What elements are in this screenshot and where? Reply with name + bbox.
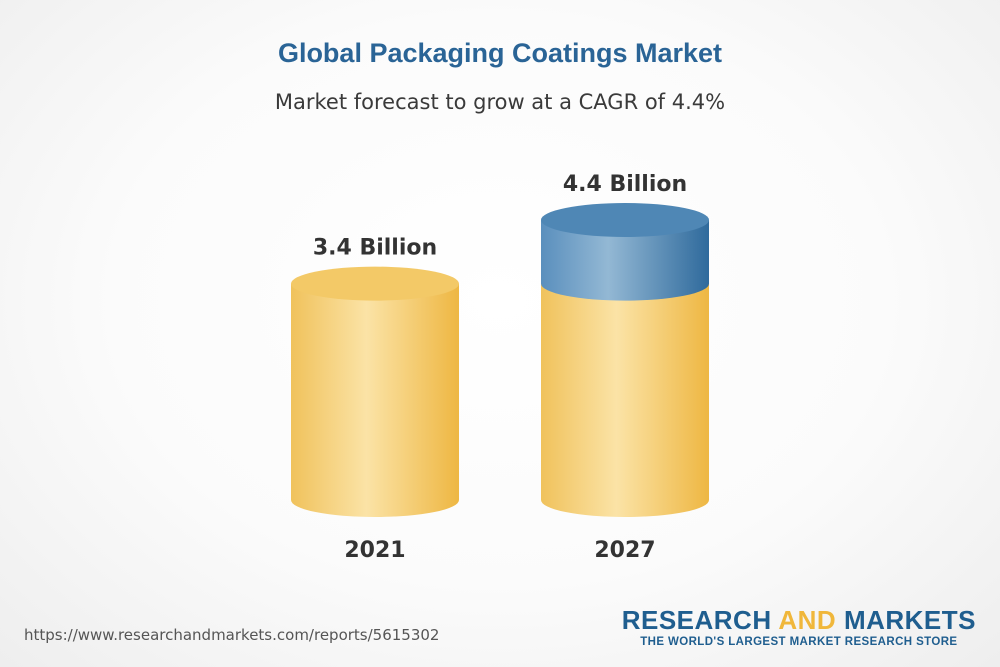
source-url[interactable]: https://www.researchandmarkets.com/repor… bbox=[24, 626, 440, 644]
chart-title: Global Packaging Coatings Market bbox=[277, 38, 723, 68]
category-label-2027: 2027 bbox=[594, 538, 655, 563]
brand-tagline: THE WORLD'S LARGEST MARKET RESEARCH STOR… bbox=[640, 636, 958, 648]
value-label-2027: 4.4 Billion bbox=[563, 172, 687, 197]
chart-subtitle: Market forecast to grow at a CAGR of 4.4… bbox=[274, 90, 726, 114]
bar-2027-growth-segment bbox=[541, 220, 709, 301]
bar-2027-top bbox=[541, 203, 709, 237]
brand-logo: RESEARCH AND MARKETS THE WORLD'S LARGEST… bbox=[622, 606, 976, 648]
bar-2027 bbox=[541, 203, 709, 517]
bar-2021 bbox=[291, 266, 459, 517]
value-label-2021: 3.4 Billion bbox=[313, 236, 437, 261]
bar-2021-body bbox=[291, 283, 459, 517]
category-label-2021: 2021 bbox=[344, 538, 405, 563]
brand-name: RESEARCH AND MARKETS bbox=[621, 605, 976, 635]
bar-2021-top bbox=[291, 266, 459, 301]
bar-2027-base-body bbox=[541, 283, 709, 517]
